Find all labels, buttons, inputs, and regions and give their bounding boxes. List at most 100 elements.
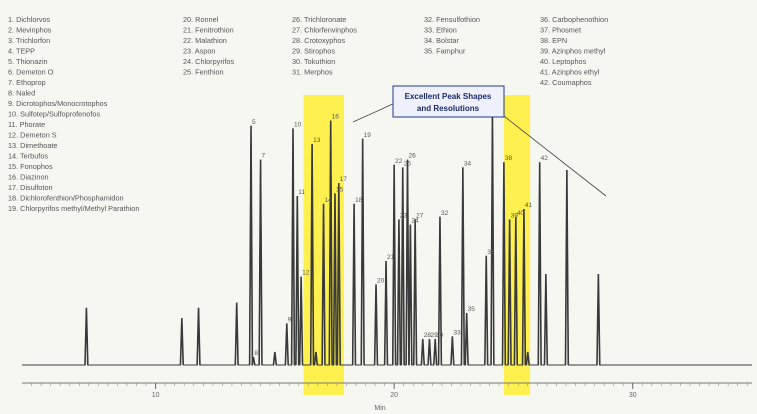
- callout-arrow-left: [352, 102, 396, 123]
- callout-line-2: and Resolutions: [417, 104, 480, 113]
- peak: [432, 338, 438, 366]
- peak-label: 12: [302, 270, 310, 277]
- peak-label: 10: [294, 121, 302, 128]
- x-tick-label: 20: [390, 392, 398, 399]
- legend-entry: 30. Tokuthion: [292, 57, 335, 66]
- peak-label: 5: [252, 119, 256, 126]
- legend-entry: 24. Chlorpyrifos: [183, 57, 234, 66]
- peak-label: 7: [262, 153, 266, 160]
- peak-label: 18: [355, 197, 363, 204]
- peak: [196, 307, 201, 366]
- legend-entry: 31. Merphos: [292, 68, 333, 77]
- peak: [464, 312, 469, 366]
- x-axis: 10 20 30 Min: [22, 382, 752, 412]
- legend-entry: 19. Chlorpyrifos methyl/Methyl Parathion: [8, 204, 139, 213]
- peak-label: 38: [505, 155, 513, 162]
- peak: [564, 169, 570, 366]
- peak-label: 33: [453, 329, 461, 336]
- peak: [537, 162, 542, 366]
- peak-label: 13: [313, 137, 321, 144]
- legend-entry: 1. Dichlorvos: [8, 15, 51, 24]
- peak-label: 19: [364, 132, 372, 139]
- peak: [507, 219, 512, 366]
- peak-label: 41: [525, 202, 533, 209]
- peak: [596, 273, 601, 366]
- peak-label: 23: [400, 212, 408, 219]
- legend-entry: 32. Fensulfothion: [424, 15, 480, 24]
- callout-line-1: Excellent Peak Shapes: [405, 92, 492, 101]
- peak: [234, 302, 239, 366]
- peak-label: 36: [487, 249, 495, 256]
- peak: [360, 138, 365, 366]
- legend-entry: 8. Naled: [8, 89, 35, 98]
- legend-entry: 28. Crotoxyphos: [292, 36, 345, 45]
- peak: [450, 336, 455, 366]
- peak-label: 32: [441, 210, 449, 217]
- peak-label: 30: [436, 332, 444, 339]
- peak-label: 27: [416, 212, 424, 219]
- legend-entry: 4. TEPP: [8, 47, 35, 56]
- peak: [84, 307, 89, 366]
- legend-entry: 18. Dichlorofenthion/Phosphamidon: [8, 194, 124, 203]
- legend-entry: 15. Fonophos: [8, 162, 53, 171]
- peak-label: 21: [387, 254, 395, 261]
- peak: [420, 338, 425, 366]
- peak-label: 29: [430, 332, 438, 339]
- peak: [383, 260, 389, 366]
- peak: [373, 284, 379, 366]
- legend-entry: 33. Ethion: [424, 26, 457, 35]
- x-tick-label: 30: [629, 392, 637, 399]
- legend-entry: 7. Ethoprop: [8, 78, 46, 87]
- peak: [336, 182, 342, 366]
- legend-entry: 14. Terbufos: [8, 152, 48, 161]
- callout-arrow-right: [499, 112, 607, 197]
- legend-entry: 10. Sulfotep/Sulfoprofenofos: [8, 110, 100, 119]
- legend-entry: 39. Azinphos methyl: [540, 47, 606, 56]
- legend-entry: 27. Chlorfenvinphos: [292, 26, 357, 35]
- peak: [351, 203, 357, 366]
- peak: [412, 219, 418, 366]
- legend-entry: 29. Stirophos: [292, 47, 335, 56]
- peak-label: 40: [517, 210, 525, 217]
- peak: [400, 167, 405, 366]
- peak: [427, 338, 432, 366]
- legend-entry: 2. Mevinphos: [8, 26, 52, 35]
- peak: [328, 120, 333, 366]
- callout-box: [392, 85, 505, 118]
- legend-entry: 21. Fenitrothion: [183, 26, 234, 35]
- peak: [484, 255, 489, 366]
- peak: [391, 164, 397, 366]
- peak-label: 14: [325, 197, 333, 204]
- peak: [521, 208, 527, 366]
- legend-entry: 20. Ronnel: [183, 15, 219, 24]
- legend-entry: 41. Azinphos ethyl: [540, 68, 600, 77]
- peak-label: 25: [404, 160, 412, 167]
- peak-label: 24: [411, 218, 419, 225]
- peak: [298, 276, 304, 366]
- chromatogram-trace: [22, 112, 752, 366]
- peak: [543, 273, 549, 366]
- legend-entry: 22. Malathion: [183, 36, 227, 45]
- peak: [321, 203, 326, 366]
- peak: [501, 162, 507, 366]
- peak: [332, 193, 338, 366]
- peak-label: 39: [511, 212, 519, 219]
- peak: [525, 351, 530, 366]
- legend-entry: 23. Aspon: [183, 47, 215, 56]
- peak-label: 9: [288, 316, 292, 323]
- peak: [460, 167, 466, 366]
- peak-label: 17: [340, 176, 348, 183]
- peak: [272, 351, 278, 366]
- legend-entry: 38. EPN: [540, 36, 567, 45]
- peak-label: 11: [298, 189, 305, 196]
- legend-entry: 12. Demeton S: [8, 131, 57, 140]
- peak-label: 34: [464, 160, 472, 167]
- peak: [396, 219, 402, 366]
- legend-entry: 6. Demeton O: [8, 68, 54, 77]
- legend-entry: 37. Phosmet: [540, 26, 581, 35]
- peak: [408, 224, 413, 366]
- legend-entry: 17. Disulfoton: [8, 183, 53, 192]
